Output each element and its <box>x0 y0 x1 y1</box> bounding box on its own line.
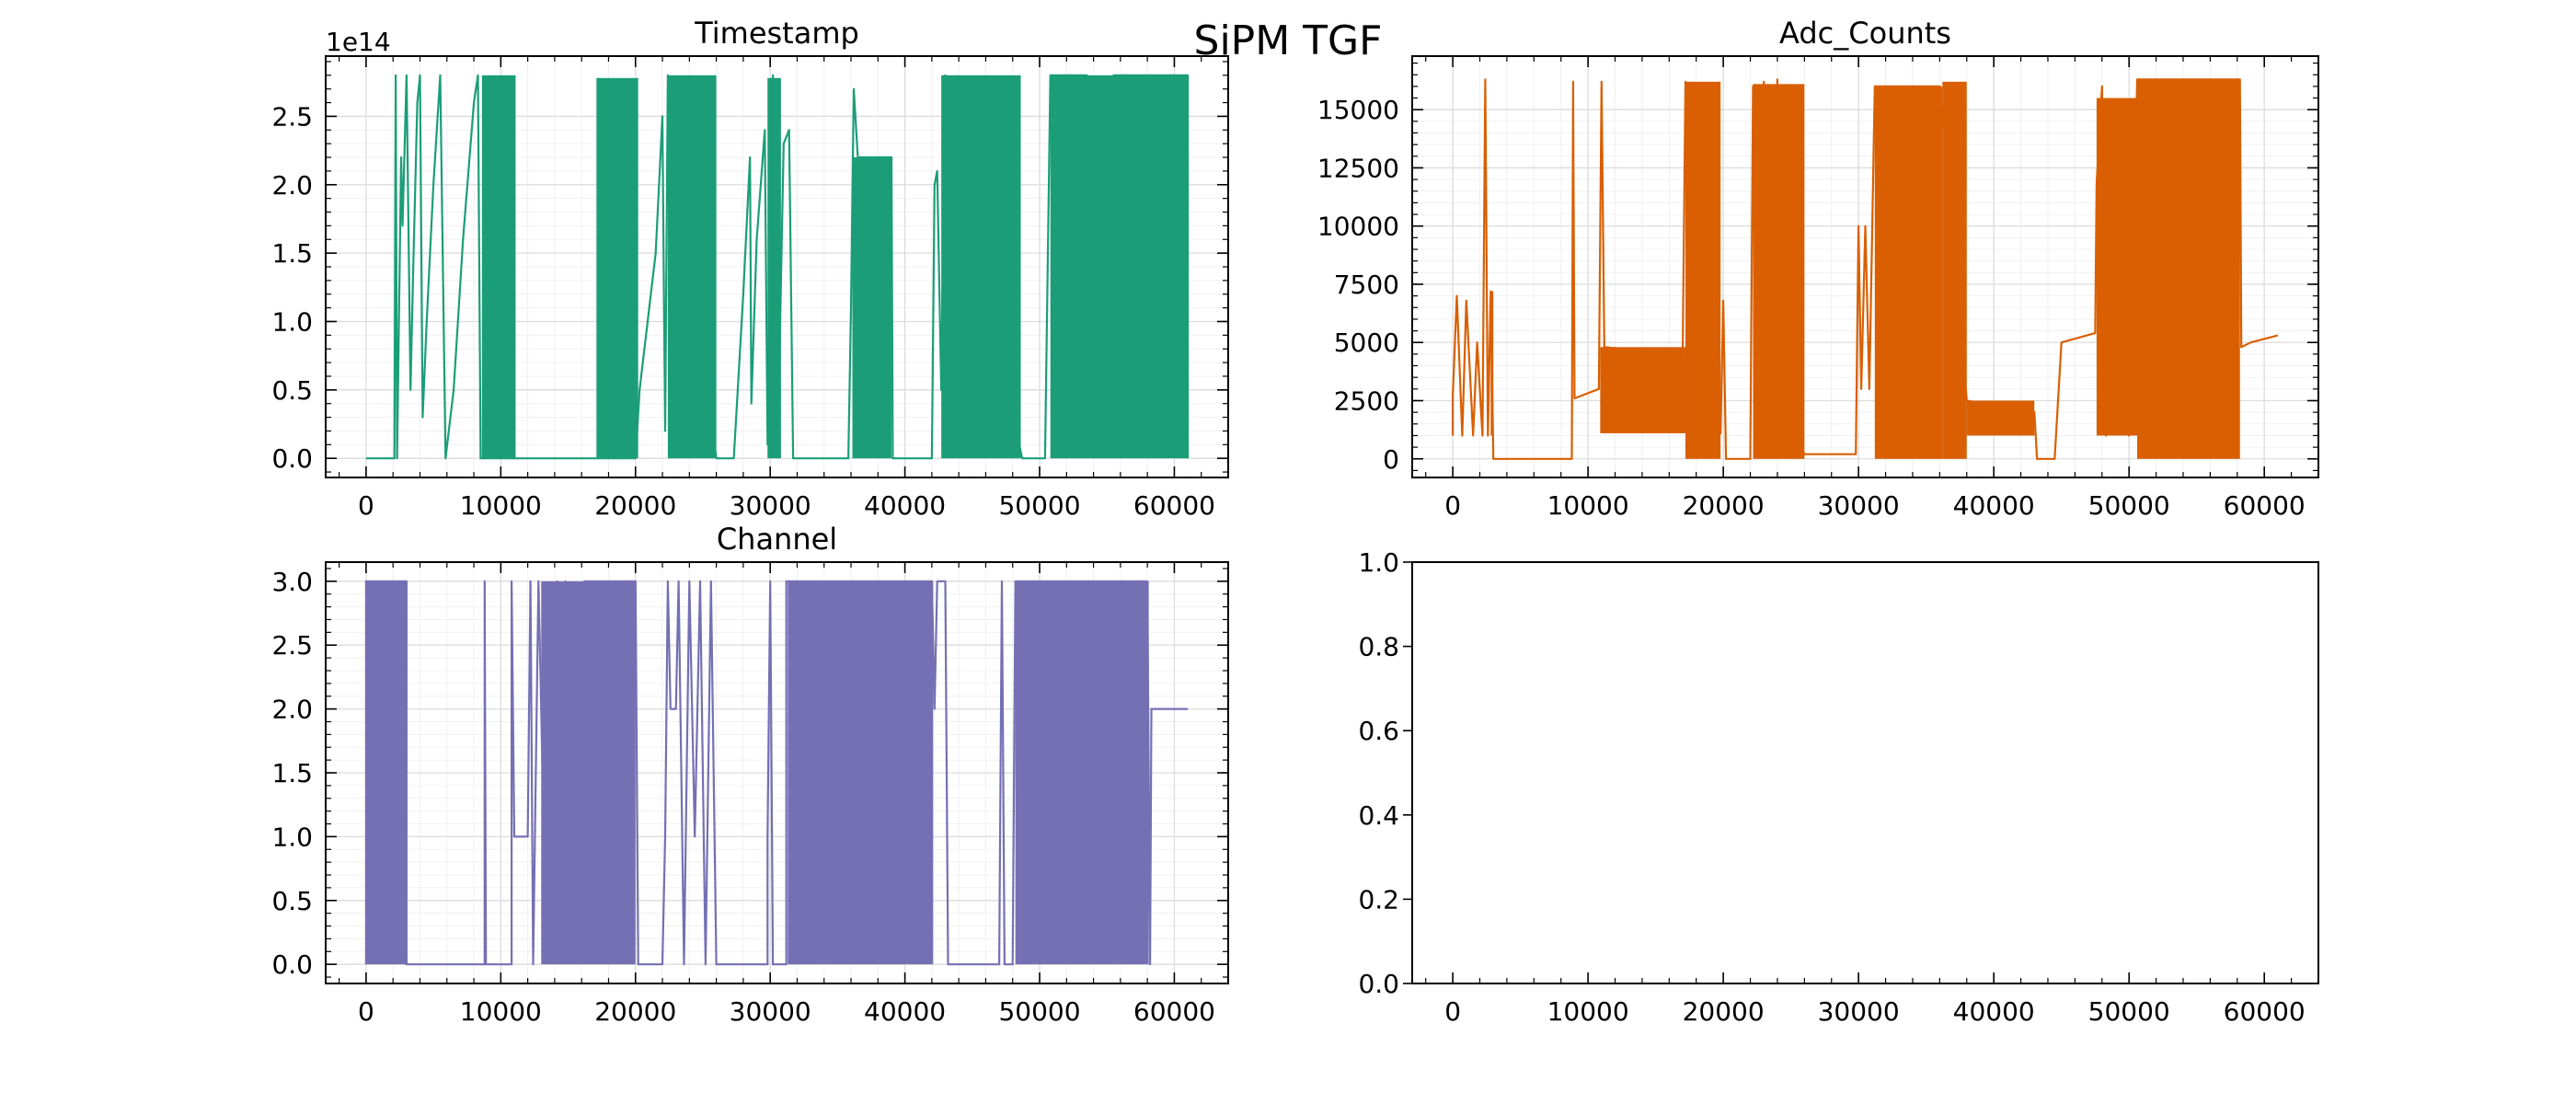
empty-axes-frame <box>1411 561 2319 984</box>
timestamp-ticks <box>326 56 1228 477</box>
empty-xtick-label: 40000 <box>1953 996 2035 1027</box>
timestamp-series-band <box>596 77 638 459</box>
empty-xtick-label: 0 <box>1444 996 1461 1027</box>
adc-series-band <box>1874 86 1943 459</box>
subplot-adc: 0 10000 20000 30000 40000 50000 60000 0 2500 5000… <box>1317 16 2319 521</box>
channel-xtick-label: 60000 <box>1133 996 1215 1027</box>
timestamp-xtick-label: 10000 <box>460 490 542 521</box>
empty-ytick-label: 0.8 <box>1358 632 1399 662</box>
adc-xtick-label: 40000 <box>1953 490 2035 521</box>
timestamp-xtick-label: 50000 <box>998 490 1080 521</box>
timestamp-xtick-label: 20000 <box>594 490 676 521</box>
timestamp-ytick-label: 0.5 <box>271 375 313 406</box>
adc-series-line <box>1452 78 2279 460</box>
channel-xtick-label: 10000 <box>460 996 542 1027</box>
channel-ytick-label: 0.5 <box>271 886 313 916</box>
channel-series-band <box>788 581 934 965</box>
empty-xtick-label: 30000 <box>1818 996 1900 1027</box>
empty-ytick-label: 0.2 <box>1358 884 1399 914</box>
timestamp-data <box>365 74 1190 460</box>
channel-ytick-label: 2.5 <box>271 630 313 661</box>
adc-axes-frame <box>1411 55 2319 478</box>
empty-xtick-label: 20000 <box>1683 996 1765 1027</box>
adc-ticks <box>1412 56 2318 477</box>
channel-xtick-label: 30000 <box>730 996 811 1027</box>
empty-ytick-label: 1.0 <box>1358 547 1399 578</box>
channel-grid <box>326 562 1228 983</box>
channel-ticks <box>326 562 1228 983</box>
timestamp-ytick-label: 1.5 <box>271 238 313 269</box>
timestamp-ytick-label: 2.0 <box>271 170 313 201</box>
adc-ytick-label: 7500 <box>1334 270 1399 300</box>
timestamp-series-band <box>852 157 891 459</box>
timestamp-ytick-label: 2.5 <box>271 101 313 132</box>
empty-ytick-label: 0.0 <box>1358 969 1399 999</box>
channel-xtick-label: 20000 <box>594 996 676 1027</box>
plots-group: 0 10000 20000 30000 40000 50000 600000.00.51.0… <box>271 16 2319 1027</box>
adc-xtick-label: 0 <box>1444 490 1461 521</box>
channel-ytick-label: 2.0 <box>271 695 313 725</box>
timestamp-series-band <box>1050 75 1189 459</box>
empty-ticks <box>1403 561 2293 984</box>
empty-xtick-label: 50000 <box>2088 996 2170 1027</box>
adc-series-band <box>2137 79 2240 459</box>
channel-ytick-label: 3.0 <box>271 567 313 597</box>
channel-xtick-label: 50000 <box>998 996 1080 1027</box>
adc-data <box>1452 78 2279 460</box>
adc-ytick-label: 2500 <box>1334 385 1399 416</box>
empty-xtick-label: 60000 <box>2224 996 2306 1027</box>
adc-series-band <box>1600 347 1685 433</box>
channel-series-line <box>364 580 1189 966</box>
channel-xtick-label: 40000 <box>864 996 946 1027</box>
adc-xtick-label: 10000 <box>1547 490 1629 521</box>
channel-series-band <box>1015 581 1149 965</box>
adc-ytick-label: 12500 <box>1317 153 1399 183</box>
empty-ytick-label: 0.4 <box>1358 800 1399 831</box>
channel-ytick-label: 1.0 <box>271 822 313 852</box>
timestamp-xtick-label: 40000 <box>864 490 946 521</box>
adc-xtick-label: 20000 <box>1683 490 1765 521</box>
channel-xtick-label: 0 <box>358 996 374 1027</box>
timestamp-series-line <box>365 74 1190 460</box>
timestamp-xtick-label: 0 <box>358 490 374 521</box>
subplot-timestamp: 0 10000 20000 30000 40000 50000 60000 0.0 0.5 1.0… <box>271 16 1229 521</box>
empty-xtick-label: 10000 <box>1547 996 1629 1027</box>
channel-ytick-label: 1.5 <box>271 758 313 788</box>
adc-xtick-label: 60000 <box>2224 490 2306 521</box>
adc-ytick-label: 15000 <box>1317 95 1399 125</box>
channel-title: Channel <box>717 522 837 557</box>
channel-series-band <box>365 581 407 965</box>
empty-ytick-label: 0.6 <box>1358 716 1399 746</box>
timestamp-title: Timestamp <box>694 16 859 51</box>
adc-ytick-label: 0 <box>1383 444 1399 475</box>
adc-title: Adc_Counts <box>1779 16 1951 51</box>
timestamp-xtick-label: 60000 <box>1133 490 1215 521</box>
timestamp-series-band <box>481 75 516 459</box>
timestamp-series-band <box>941 75 1021 459</box>
subplot-empty: 0 10000 20000 30000 40000 50000 60000 0.0 0.2 0.4… <box>1358 547 2319 1027</box>
adc-xtick-label: 30000 <box>1818 490 1900 521</box>
subplot-channel: 0 10000 20000 30000 40000 50000 60000 0.0 0.5 1.0… <box>271 522 1229 1027</box>
adc-ytick-label: 5000 <box>1334 328 1399 358</box>
channel-data <box>364 580 1189 966</box>
timestamp-ytick-label: 0.0 <box>271 443 313 474</box>
timestamp-offset-label: 1e14 <box>326 27 391 57</box>
adc-ytick-label: 10000 <box>1317 212 1399 242</box>
channel-ytick-label: 0.0 <box>271 949 313 980</box>
figure-title: SiPM TGF <box>1194 17 1383 64</box>
adc-xtick-label: 50000 <box>2088 490 2170 521</box>
timestamp-ytick-label: 1.0 <box>271 306 313 337</box>
timestamp-xtick-label: 30000 <box>730 490 811 521</box>
